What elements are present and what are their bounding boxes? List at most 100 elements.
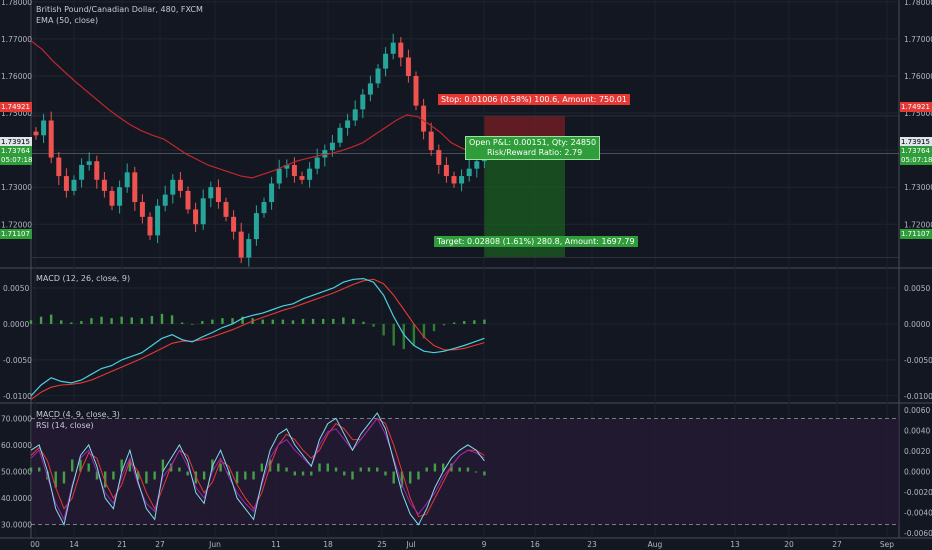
macd-hist-bar — [241, 316, 244, 324]
time-tick: 14 — [69, 540, 79, 549]
candle-body — [139, 202, 145, 217]
osc-hist-bar — [79, 459, 82, 472]
candle-body — [132, 172, 138, 203]
time-tick: 25 — [377, 540, 387, 549]
rsi-tick-left: 40.0000 — [1, 494, 32, 503]
osc-hist-bar — [384, 471, 387, 476]
stop-label[interactable]: Stop: 0.01006 (0.58%) 100.6, Amount: 750… — [438, 94, 630, 105]
candle-body — [367, 83, 373, 95]
osc-hist-bar — [433, 463, 437, 472]
macd-hist-bar — [90, 318, 93, 324]
candle-body — [314, 157, 320, 169]
osc-hist-bar — [441, 463, 445, 472]
time-tick: 16 — [530, 540, 540, 549]
legend-main: British Pound/Canadian Dollar, 480, FXCM… — [36, 4, 203, 26]
osc-hist-bar — [244, 471, 247, 480]
osc-hist-bar — [334, 467, 338, 472]
candle-body — [436, 150, 442, 165]
candle-body — [56, 157, 62, 177]
macd-hist-bar — [261, 319, 264, 324]
candle-body — [284, 164, 290, 169]
price-tick-left: 1.73000 — [1, 183, 32, 192]
osc-hist-bar — [285, 467, 288, 472]
price-tick-right: 1.72000 — [904, 220, 932, 229]
macd-hist-bar — [483, 319, 486, 324]
osc-hist-bar — [277, 463, 280, 472]
macd-hist-bar — [180, 322, 184, 324]
osc-hist-bar — [260, 463, 264, 472]
macd-hist-bar — [342, 317, 345, 324]
price-tick-right: 1.73000 — [904, 183, 932, 192]
macd-hist-bar — [170, 315, 174, 324]
candle-body — [193, 209, 199, 225]
osc-hist-bar — [54, 471, 57, 488]
candle-body — [33, 131, 39, 136]
price-tick-left: 1.77000 — [1, 35, 32, 44]
osc-tick-right: 0.0060 — [904, 406, 930, 415]
macd-hist-bar — [231, 318, 234, 324]
osc-hist-bar — [186, 471, 189, 476]
osc-hist-bar — [376, 467, 379, 472]
candle-body — [231, 216, 237, 232]
osc-tick-right: -0.0020 — [904, 488, 932, 497]
rsi-tick-left: 50.0000 — [1, 468, 32, 477]
macd-hist-bar — [271, 319, 275, 324]
macd-hist-bar — [70, 322, 73, 324]
macd-hist-bar — [291, 320, 295, 324]
candle-timer-tag-left: 05:07:18 — [0, 155, 33, 165]
candle-body — [307, 168, 313, 180]
macd-hist-bar — [402, 323, 405, 350]
candle-body — [451, 176, 457, 184]
macd-tick-right: -0.0100 — [904, 392, 932, 401]
osc-hist-bar — [425, 467, 428, 472]
macd-hist-bar — [29, 320, 33, 324]
osc-hist-bar — [103, 471, 107, 488]
time-tick: 21 — [117, 540, 127, 549]
candle-body — [79, 164, 85, 180]
osc-tick-right: -0.0060 — [904, 529, 932, 538]
osc-hist-bar — [169, 463, 173, 472]
time-tick: 23 — [587, 540, 597, 549]
osc-hist-bar — [483, 471, 486, 476]
target-label[interactable]: Target: 0.02808 (1.61%) 280.8, Amount: 1… — [434, 236, 638, 247]
candle-body — [291, 164, 297, 177]
candle-body — [360, 94, 366, 110]
candle-body — [124, 172, 130, 188]
time-tick: 11 — [271, 540, 281, 549]
macd-tick-right: -0.0050 — [904, 356, 932, 365]
macd-hist-bar — [362, 321, 365, 324]
osc-hist-bar — [161, 459, 165, 472]
candle-body — [398, 42, 404, 58]
candle-body — [86, 161, 92, 165]
osc-hist-bar — [252, 471, 255, 480]
macd-hist-bar — [191, 323, 194, 325]
macd-tick-right: 0.0000 — [904, 320, 930, 329]
candle-body — [443, 164, 449, 177]
osc-hist-bar — [178, 467, 181, 472]
macd-hist-bar — [473, 320, 476, 324]
pnl-label[interactable]: Open P&L: 0.00151, Qty: 24850 Risk/Rewar… — [465, 136, 601, 160]
time-tick: 9 — [482, 540, 487, 549]
macd-hist-bar — [311, 318, 315, 324]
macd-line — [30, 277, 485, 397]
price-tick-right: 1.77000 — [904, 35, 932, 44]
macd-tick-left: 0.0050 — [3, 284, 29, 293]
candle-body — [162, 194, 168, 206]
price-tick-left: 1.76000 — [1, 72, 32, 81]
entry-price-tag: 1.73915 — [900, 137, 932, 147]
candle-body — [147, 216, 153, 236]
legend-macd: MACD (12, 26, close, 9) — [36, 273, 130, 284]
candle-body — [238, 231, 244, 258]
macd-hist-bar — [301, 318, 305, 324]
macd-hist-bar — [211, 319, 214, 324]
rsi-tick-left: 70.0000 — [1, 414, 32, 423]
risk-reward-text: Risk/Reward Ratio: 2.79 — [487, 148, 583, 157]
macd-tick-left: -0.0100 — [3, 392, 32, 401]
osc-hist-bar — [466, 467, 470, 472]
current-price-tag: 1.73764 — [900, 146, 932, 156]
candle-body — [481, 159, 487, 162]
macd-hist-bar — [140, 318, 144, 324]
candle-body — [383, 53, 389, 69]
time-tick: 00 — [30, 540, 40, 549]
